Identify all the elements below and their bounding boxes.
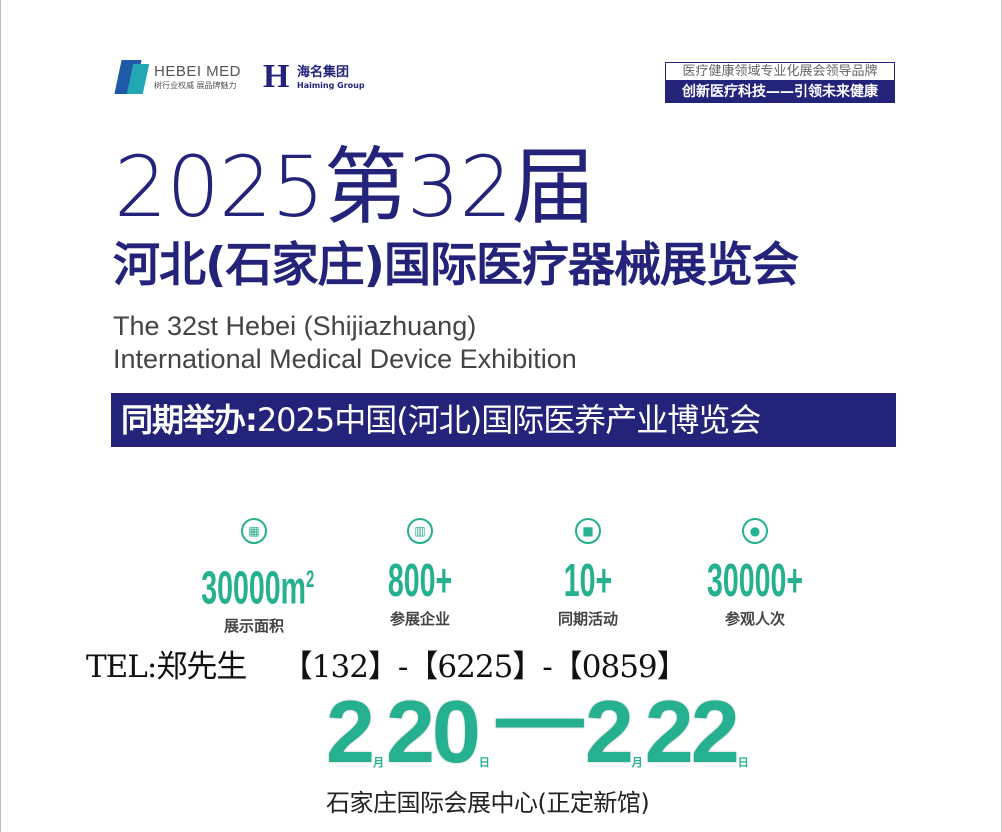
building-icon: ▥	[407, 518, 433, 544]
stat-visitors: ● 30000+ 参观人次	[670, 518, 840, 629]
stat-area: ▦ 30000m2 展示面积	[169, 518, 339, 636]
stat-events: ■ 10+ 同期活动	[503, 518, 673, 629]
stat-label: 参展企业	[389, 610, 450, 628]
stat-value: 10+	[563, 554, 613, 606]
stat-sup: 2	[305, 566, 315, 593]
venue: 石家庄国际会展中心(正定新馆)	[326, 789, 650, 817]
month-unit: 月	[372, 756, 384, 769]
chinese-title: 河北(石家庄)国际医疗器械展览会	[113, 238, 799, 293]
hebei-med-logo: HEBEI MED 树行业权威 展品牌魅力	[114, 60, 242, 94]
stat-label: 展示面积	[223, 617, 284, 636]
tagline-1: 医疗健康领域专业化展会领导品牌	[665, 62, 895, 81]
concurrent-event-banner: 同期举办:2025中国(河北)国际医养产业博览会	[111, 393, 896, 447]
english-title-line2: International Medical Device Exhibition	[113, 344, 577, 374]
start-day: 20	[385, 682, 481, 781]
person-icon: ●	[742, 518, 768, 544]
stat-label: 同期活动	[557, 610, 618, 628]
stat-value: 30000+	[707, 554, 803, 606]
hebei-med-name: HEBEI MED	[154, 62, 242, 80]
end-month: 2	[584, 682, 634, 781]
concurrent-name: 2025中国(河北)国际医养产业博览会	[256, 401, 761, 439]
stat-value: 800+	[387, 554, 453, 606]
haiming-english: Haiming Group	[297, 81, 365, 90]
concurrent-prefix: 同期举办:	[121, 401, 258, 439]
edition-title: 2025第32届	[114, 138, 596, 236]
english-title-line1: The 32st Hebei (Shijiazhuang)	[113, 311, 477, 341]
day-unit: 日	[737, 756, 749, 769]
tagline-box: 医疗健康领域专业化展会领导品牌 创新医疗科技——引领未来健康	[665, 62, 895, 103]
hebei-med-logo-mark	[114, 60, 150, 94]
start-month: 2	[326, 682, 375, 781]
tagline-2: 创新医疗科技——引领未来健康	[665, 81, 895, 103]
end-day: 22	[644, 682, 740, 781]
month-unit: 月	[631, 756, 643, 769]
gift-icon: ■	[575, 518, 601, 544]
haiming-logo: H 海名集团 Haiming Group	[263, 60, 365, 94]
date-dash: —	[495, 667, 584, 766]
hebei-med-slogan: 树行业权威 展品牌魅力	[154, 80, 237, 90]
contact-phone: TEL:郑先生 【132】-【6225】-【0859】	[86, 649, 688, 685]
haiming-logo-mark: H	[263, 58, 290, 95]
stat-label: 参观人次	[724, 610, 785, 628]
stat-value: 30000m	[201, 561, 306, 614]
day-unit: 日	[478, 756, 490, 769]
stat-exhibitors: ▥ 800+ 参展企业	[335, 518, 505, 629]
area-icon: ▦	[241, 518, 267, 544]
haiming-name: 海名集团	[297, 65, 350, 80]
